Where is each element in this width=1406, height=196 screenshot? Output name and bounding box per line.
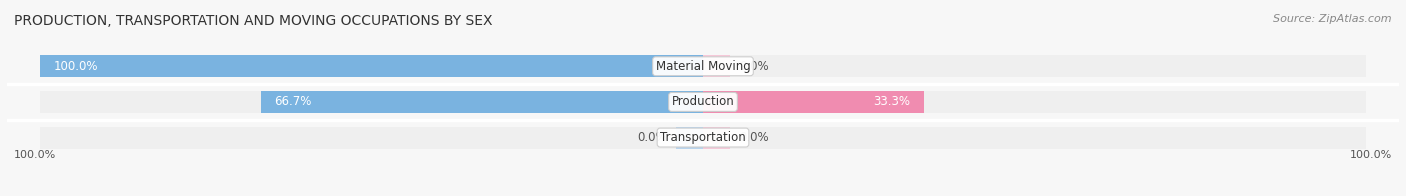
Text: Source: ZipAtlas.com: Source: ZipAtlas.com xyxy=(1274,14,1392,24)
Bar xyxy=(703,126,730,149)
Bar xyxy=(676,126,703,149)
Text: Material Moving: Material Moving xyxy=(655,60,751,73)
Bar xyxy=(262,91,703,113)
Bar xyxy=(41,55,703,77)
Text: 0.0%: 0.0% xyxy=(740,60,769,73)
Text: 66.7%: 66.7% xyxy=(274,95,312,108)
Bar xyxy=(41,91,1365,113)
Text: 100.0%: 100.0% xyxy=(1350,150,1392,160)
Bar xyxy=(41,55,1365,77)
Text: 100.0%: 100.0% xyxy=(53,60,98,73)
Text: 100.0%: 100.0% xyxy=(14,150,56,160)
Text: Production: Production xyxy=(672,95,734,108)
Bar xyxy=(703,55,730,77)
Text: PRODUCTION, TRANSPORTATION AND MOVING OCCUPATIONS BY SEX: PRODUCTION, TRANSPORTATION AND MOVING OC… xyxy=(14,14,492,28)
Text: 33.3%: 33.3% xyxy=(873,95,911,108)
Text: 0.0%: 0.0% xyxy=(740,131,769,144)
Bar xyxy=(41,126,1365,149)
Bar xyxy=(703,91,924,113)
Text: Transportation: Transportation xyxy=(661,131,745,144)
Text: 0.0%: 0.0% xyxy=(637,131,666,144)
